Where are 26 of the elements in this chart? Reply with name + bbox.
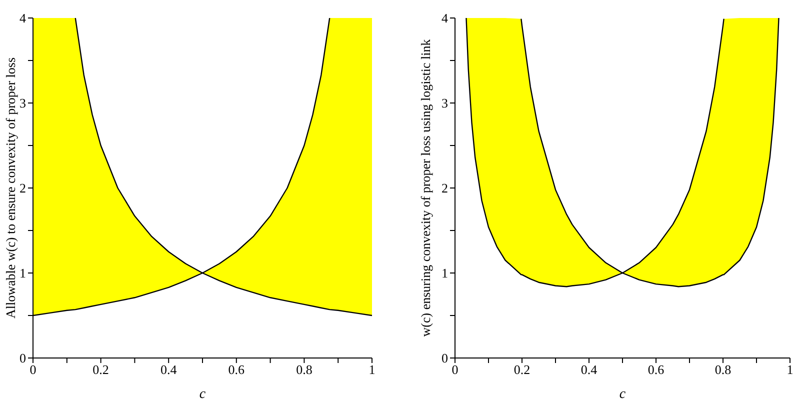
y-tick-label: 0: [442, 350, 448, 366]
x-tick-label: 1: [368, 362, 376, 378]
y-axis-title: w(c) ensuring convexity of proper loss using logistic link: [418, 38, 433, 337]
x-tick-label: 0.4: [160, 362, 178, 378]
y-tick-label: 3: [20, 96, 26, 111]
y-tick-label: 4: [20, 10, 26, 26]
y-axis-title: Allowable w(c) to ensure convexity of proper loss: [2, 57, 18, 319]
x-tick-label: 0.2: [514, 362, 530, 378]
x-tick-label: 0.6: [648, 362, 665, 378]
x-tick-label: 0.6: [228, 362, 246, 378]
x-tick-label: 0.8: [296, 362, 312, 378]
x-tick-label: 0: [30, 362, 36, 378]
x-tick-label: 0.8: [714, 362, 732, 378]
y-tick-label: 1: [442, 266, 448, 281]
y-tick-label: 0: [20, 350, 26, 366]
y-tick-label: 3: [442, 96, 448, 111]
y-tick-label: 4: [442, 10, 448, 26]
x-axis-title: c: [619, 387, 626, 402]
x-axis-title: c: [199, 387, 206, 402]
y-tick-label: 2: [442, 180, 448, 196]
y-tick-label: 1: [20, 266, 26, 281]
x-tick-label: 0.2: [92, 362, 109, 378]
x-tick-label: 0: [452, 362, 458, 378]
x-tick-label: 1: [786, 362, 794, 378]
y-tick-label: 2: [20, 180, 26, 196]
x-tick-label: 0.4: [580, 362, 598, 378]
